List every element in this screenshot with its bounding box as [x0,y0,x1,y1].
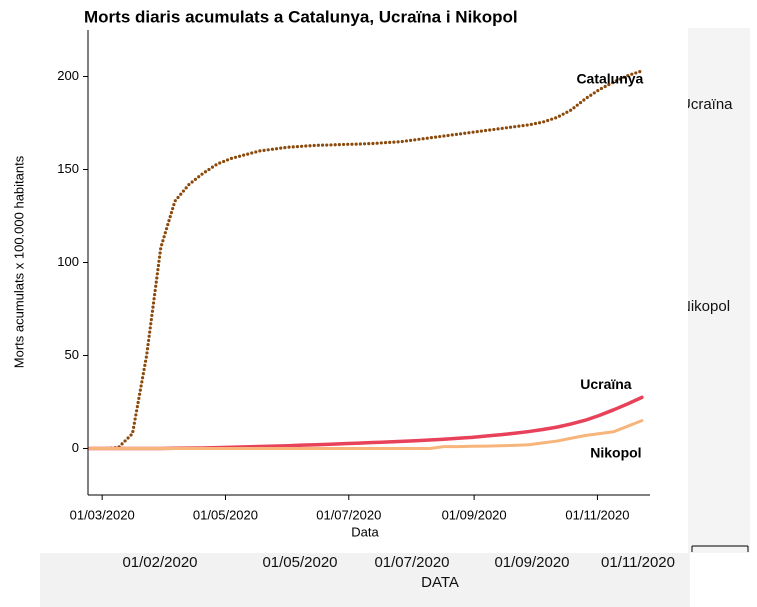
background-tick-label: 01/05/2020 [262,554,337,571]
series-label: Ucraïna [580,376,632,392]
y-tick-label: 100 [57,254,79,269]
y-tick-label: 200 [57,68,79,83]
x-tick-label: 01/05/2020 [193,507,258,522]
background-panel [40,553,690,607]
background-x-label: DATA [421,574,459,591]
chart-title: Morts diaris acumulats a Catalunya, Ucra… [84,7,518,26]
background-panel [688,28,750,553]
background-tick-label: 01/11/2020 [601,554,675,571]
series-label: Nikopol [590,444,641,460]
background-label: Ucraïna [680,96,733,113]
y-tick-label: 150 [57,161,79,176]
x-axis-label: Data [351,524,379,539]
background-tick-label: 01/02/2020 [122,554,197,571]
y-axis-label: Morts acumulats x 100.000 habitants [11,155,26,368]
series-label: Catalunya [576,71,643,87]
y-tick-label: 50 [65,347,79,362]
background-label: Nikopol [680,298,730,315]
background-tick-label: 01/07/2020 [374,554,449,571]
x-tick-label: 01/11/2020 [565,507,629,522]
background-ticks: 01/02/2020 01/05/2020 01/07/2020 01/09/2020… [122,554,675,571]
y-tick-label: 0 [72,440,79,455]
x-tick-label: 01/07/2020 [316,507,381,522]
x-tick-label: 01/03/2020 [70,507,135,522]
series-line [88,69,644,451]
plot-background [0,0,688,553]
background-tick-label: 01/09/2020 [494,554,569,571]
x-tick-label: 01/09/2020 [442,507,507,522]
series-line [88,419,644,450]
